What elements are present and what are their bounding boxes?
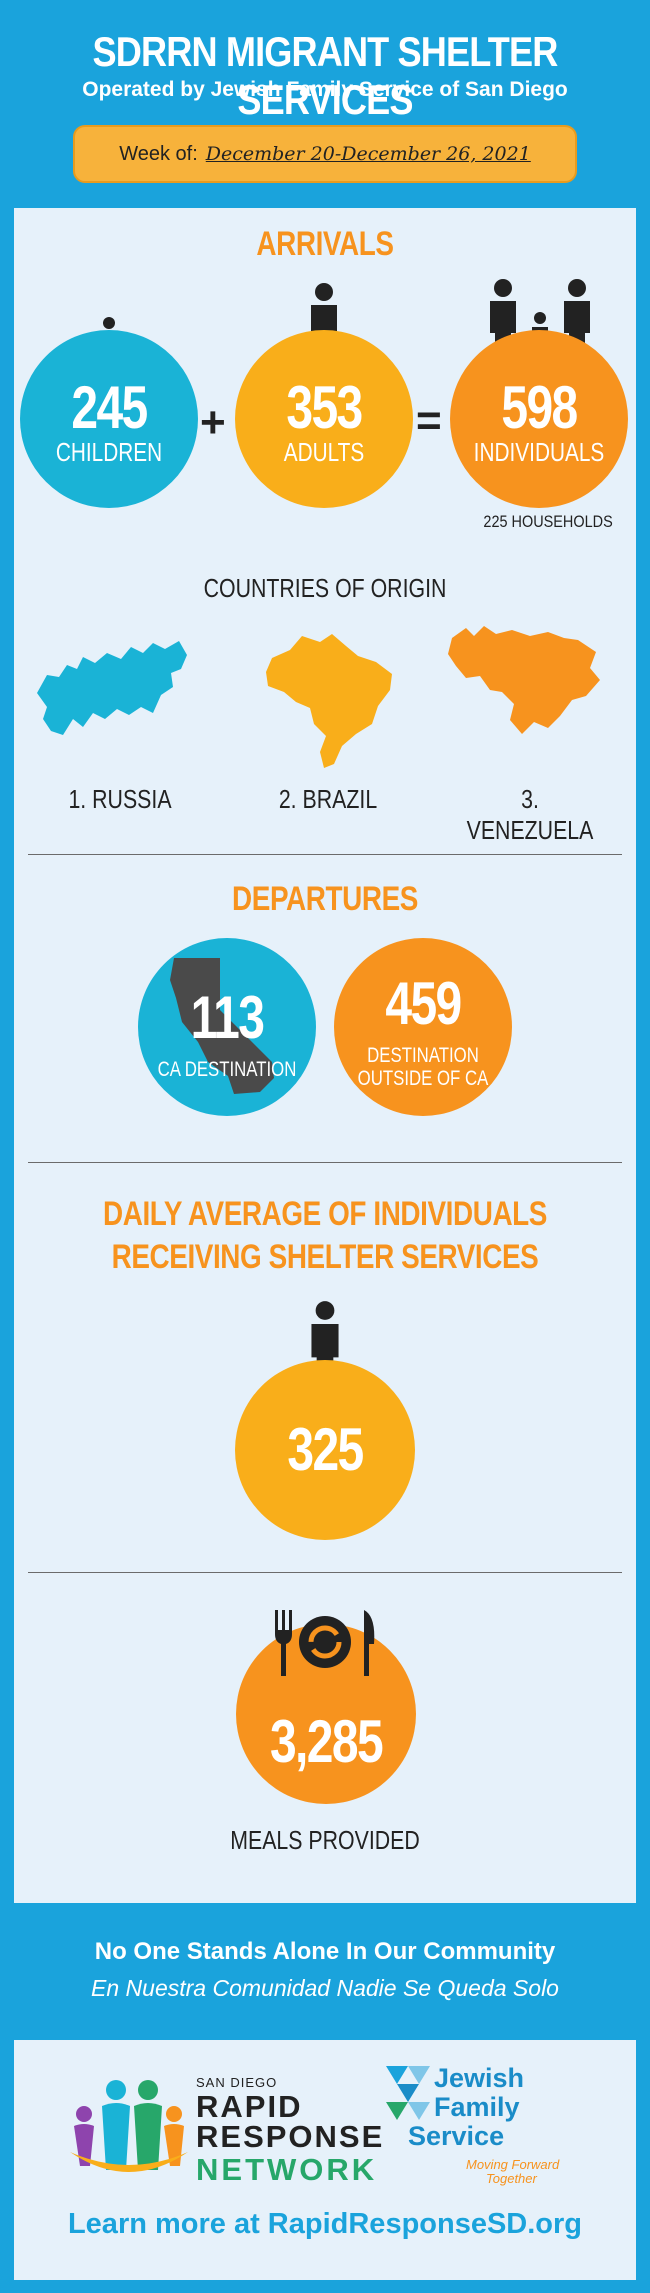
page-title: SDRRN MIGRANT SHELTER SERVICES [92, 28, 559, 123]
departures-title: DEPARTURES [232, 880, 418, 918]
individuals-count: 598 [501, 374, 578, 441]
brazil-map-icon [266, 634, 392, 768]
plus-sign: + [200, 398, 226, 447]
adults-label: ADULTS [283, 437, 365, 467]
sdrrn-region: SAN DIEGO [196, 2075, 278, 2090]
sdrrn-network: NETWORK [196, 2152, 378, 2187]
equals-sign: = [416, 396, 442, 445]
sdrrn-name-line2: RESPONSE [196, 2119, 385, 2154]
jfs-logo-icon [386, 2066, 430, 2120]
logos-panel: SAN DIEGO RAPID RESPONSE NETWORK Jewish … [14, 2040, 636, 2280]
jfs-tagline-line1: Moving Forward [466, 2157, 560, 2172]
individuals-label: INDIVIDUALS [473, 437, 605, 467]
outside-ca-count: 459 [385, 970, 462, 1037]
outside-ca-label-1: DESTINATION [367, 1044, 479, 1067]
divider [28, 1572, 622, 1573]
california-map-icon [170, 958, 274, 1094]
venezuela-map-icon [448, 626, 600, 734]
jfs-name-line1: Jewish [434, 2063, 525, 2093]
week-value: December 20-December 26, 2021 [205, 143, 531, 165]
daily-average-circle: 325 [235, 1360, 415, 1540]
sdrrn-name-line1: RAPID [196, 2089, 303, 2124]
jfs-name-line2: Family [434, 2092, 520, 2122]
meals-label: MEALS PROVIDED [230, 1825, 420, 1855]
country-venezuela: 3. VENEZUELA [466, 784, 594, 845]
daily-title-line1: DAILY AVERAGE OF INDIVIDUALS [103, 1195, 547, 1233]
divider [28, 1162, 622, 1163]
country-russia: 1. RUSSIA [68, 784, 172, 814]
ca-destination-count: 113 [190, 984, 265, 1051]
children-circle: 245 CHILDREN [20, 330, 198, 508]
daily-title-line2: RECEIVING SHELTER SERVICES [111, 1238, 539, 1276]
meals-count: 3,285 [269, 1708, 384, 1775]
individuals-circle: 598 INDIVIDUALS [450, 330, 628, 508]
outside-ca-label-2: OUTSIDE OF CA [357, 1067, 489, 1090]
adults-count: 353 [286, 374, 363, 441]
jfs-name: Jewish Family Service [408, 2063, 525, 2151]
divider [28, 854, 622, 855]
children-label: CHILDREN [55, 437, 163, 467]
sdrrn-logo-icon [70, 2080, 188, 2172]
jfs-tagline-line2: Together [486, 2171, 537, 2186]
daily-average-count: 325 [287, 1416, 364, 1483]
ca-destination-label: CA DESTINATION [157, 1058, 297, 1081]
sdrrn-name: RAPID RESPONSE [196, 2089, 385, 2154]
week-banner: Week of: December 20-December 26, 2021 [73, 125, 577, 183]
children-count: 245 [71, 374, 148, 441]
adults-circle: 353 ADULTS [235, 330, 413, 508]
plate-utensils-icon [275, 1610, 375, 1676]
footer-tagline-spanish: En Nuestra Comunidad Nadie Se Queda Solo [91, 1975, 559, 2001]
learn-more-link[interactable]: Learn more at RapidResponseSD.org [67, 2208, 583, 2240]
jfs-name-line3: Service [408, 2121, 505, 2151]
footer-tagline: No One Stands Alone In Our Community [94, 1938, 556, 1965]
arrivals-title: ARRIVALS [256, 225, 394, 263]
russia-map-icon [37, 641, 187, 735]
week-label: Week of: [119, 142, 198, 165]
page-subtitle: Operated by Jewish Family Service of San… [82, 78, 568, 101]
origin-title: COUNTRIES OF ORIGIN [203, 573, 447, 603]
ca-destination-circle: 113 CA DESTINATION [138, 938, 316, 1116]
households-count: 225 HOUSEHOLDS [483, 512, 613, 531]
country-brazil: 2. BRAZIL [278, 784, 378, 814]
outside-ca-circle: 459 DESTINATION OUTSIDE OF CA [334, 938, 512, 1116]
jfs-tagline: Moving Forward Together [466, 2158, 559, 2186]
